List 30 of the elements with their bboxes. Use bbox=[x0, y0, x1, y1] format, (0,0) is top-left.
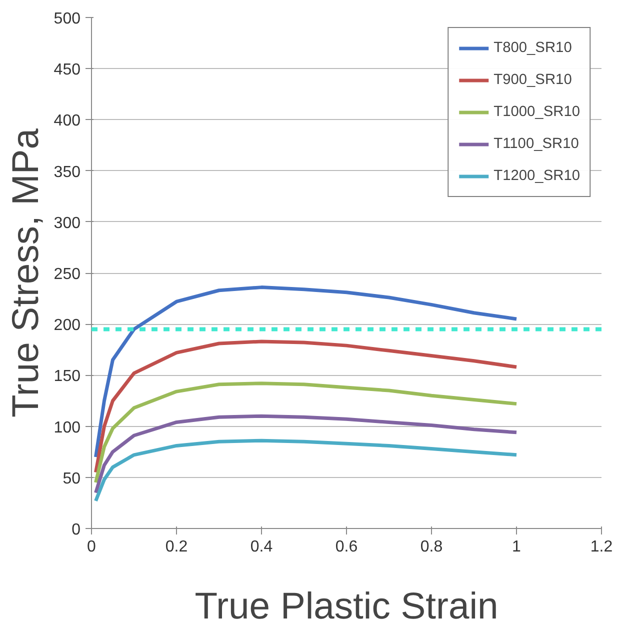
x-tick-label: 0.4 bbox=[250, 538, 273, 556]
legend-label: T800_SR10 bbox=[494, 40, 572, 56]
y-axis-title: True Stress, MPa bbox=[4, 128, 46, 418]
legend-label: T1200_SR10 bbox=[494, 168, 580, 184]
y-tick-label: 500 bbox=[54, 10, 81, 28]
line-series bbox=[94, 382, 518, 484]
y-tick-label: 400 bbox=[54, 112, 81, 130]
x-tick-label: 1 bbox=[512, 538, 522, 556]
legend-label: T1100_SR10 bbox=[494, 136, 579, 152]
x-tick-label: 1.2 bbox=[590, 538, 613, 556]
y-tick-label: 350 bbox=[54, 164, 81, 181]
y-tick-label: 200 bbox=[54, 317, 81, 334]
x-tick-label: 0.6 bbox=[335, 538, 358, 556]
y-tick-label: 100 bbox=[54, 419, 81, 436]
x-tick-label: 0.8 bbox=[420, 538, 443, 556]
x-tick-label: 0.2 bbox=[165, 538, 188, 556]
x-tick-label: 0 bbox=[87, 538, 96, 556]
line-series bbox=[94, 438, 518, 503]
legend-label: T900_SR10 bbox=[494, 72, 572, 88]
y-tick-label: 0 bbox=[72, 522, 81, 538]
legend-label: T1000_SR10 bbox=[494, 104, 580, 120]
y-tick-label: 50 bbox=[62, 470, 81, 488]
y-tick-label: 250 bbox=[54, 266, 81, 283]
x-axis-title: True Plastic Strain bbox=[194, 584, 498, 626]
y-tick-label: 300 bbox=[54, 214, 81, 232]
y-tick-label: 150 bbox=[54, 368, 81, 386]
line-series bbox=[94, 414, 518, 494]
line-series bbox=[94, 286, 518, 459]
line-series bbox=[94, 340, 518, 474]
y-tick-label: 450 bbox=[54, 62, 81, 79]
